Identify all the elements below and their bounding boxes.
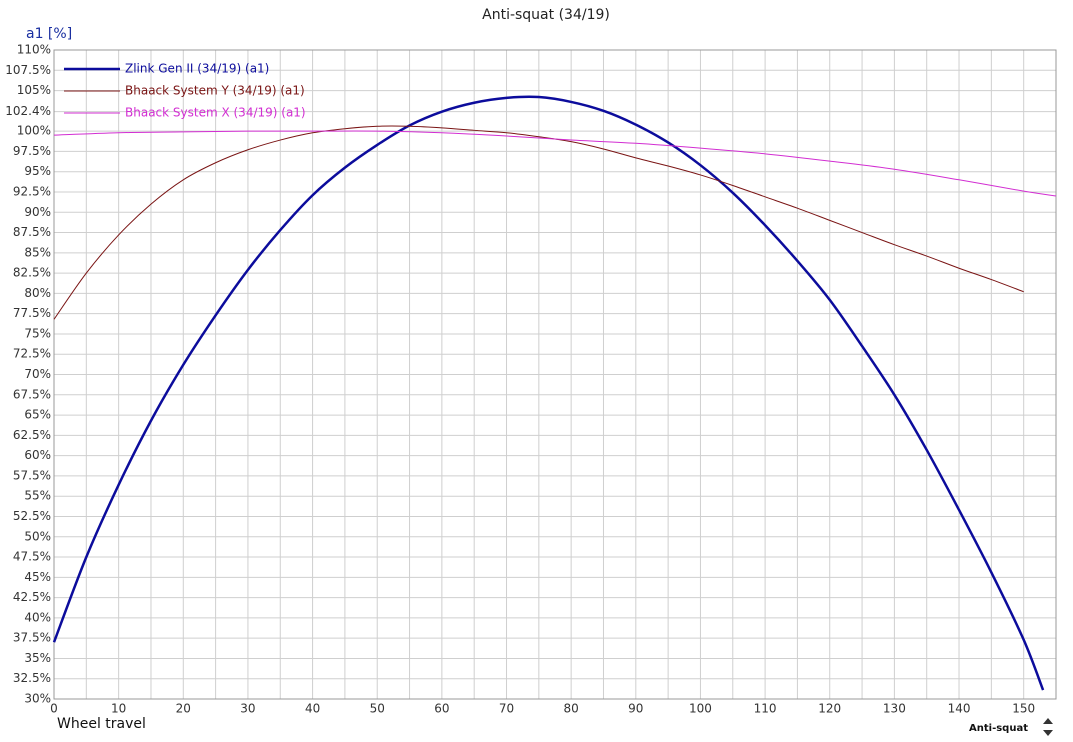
series-line <box>53 130 1057 197</box>
x-axis-label: Wheel travel <box>57 716 146 732</box>
x-tick-label: 60 <box>434 702 449 716</box>
y-tick-label: 80% <box>24 286 51 300</box>
y-tick-label: 65% <box>24 408 51 422</box>
y-tick-label: 35% <box>24 651 51 665</box>
spinner-arrows[interactable] <box>1043 718 1053 736</box>
x-tick-label: 110 <box>754 702 777 716</box>
y-tick-label: 87.5% <box>13 225 51 239</box>
x-tick-label: 20 <box>176 702 191 716</box>
y-tick-label: 82.5% <box>13 266 51 280</box>
x-tick-label: 130 <box>883 702 906 716</box>
y-tick-label: 52.5% <box>13 509 51 523</box>
selector-label[interactable]: Anti-squat <box>969 723 1028 734</box>
x-tick-label: 120 <box>818 702 841 716</box>
x-tick-label: 140 <box>948 702 971 716</box>
selector[interactable]: Anti-squat <box>969 718 1053 736</box>
y-tick-label: 47.5% <box>13 550 51 564</box>
x-tick-label: 70 <box>499 702 514 716</box>
y-tick-label: 62.5% <box>13 428 51 442</box>
y-tick-label: 67.5% <box>13 387 51 401</box>
y-axis-label: a1 [%] <box>26 26 72 42</box>
x-tick-label: 100 <box>689 702 712 716</box>
legend-label: Zlink Gen II (34/19) (a1) <box>125 62 269 76</box>
y-tick-label: 110% <box>17 43 51 57</box>
x-tick-label: 10 <box>111 702 126 716</box>
y-tick-label: 32.5% <box>13 671 51 685</box>
y-tick-label: 75% <box>24 326 51 340</box>
legend-label: Bhaack System X (34/19) (a1) <box>125 106 306 120</box>
y-tick-label: 100% <box>17 124 51 138</box>
y-tick-label: 85% <box>24 245 51 259</box>
y-tick-label: 45% <box>24 570 51 584</box>
y-tick-label: 107.5% <box>5 63 51 77</box>
y-tick-label: 92.5% <box>13 184 51 198</box>
x-tick-label: 50 <box>370 702 385 716</box>
legend-label: Bhaack System Y (34/19) (a1) <box>125 84 305 98</box>
y-tick-label: 57.5% <box>13 468 51 482</box>
y-tick-label: 97.5% <box>13 144 51 158</box>
x-tick-label: 150 <box>1012 702 1035 716</box>
y-tick-label: 105% <box>17 83 51 97</box>
y-tick-label: 95% <box>24 164 51 178</box>
y-tick-label: 40% <box>24 610 51 624</box>
x-tick-label: 90 <box>628 702 643 716</box>
y-tick-label: 30% <box>24 692 51 706</box>
x-tick-label: 30 <box>240 702 255 716</box>
y-tick-label: 50% <box>24 529 51 543</box>
y-tick-label: 72.5% <box>13 347 51 361</box>
y-tick-label: 77.5% <box>13 306 51 320</box>
plot-border <box>53 49 1057 700</box>
x-tick-label: 0 <box>50 702 58 716</box>
series-line <box>52 95 1045 691</box>
x-tick-label: 40 <box>305 702 320 716</box>
y-tick-label: 42.5% <box>13 590 51 604</box>
x-tick-label: 80 <box>564 702 579 716</box>
y-tick-label: 60% <box>24 448 51 462</box>
y-tick-label: 102.4% <box>5 104 51 118</box>
y-tick-label: 70% <box>24 367 51 381</box>
chart-title: Anti-squat (34/19) <box>482 7 610 23</box>
series-line <box>53 125 1024 320</box>
y-tick-label: 37.5% <box>13 631 51 645</box>
y-tick-label: 90% <box>24 205 51 219</box>
y-tick-label: 55% <box>24 489 51 503</box>
